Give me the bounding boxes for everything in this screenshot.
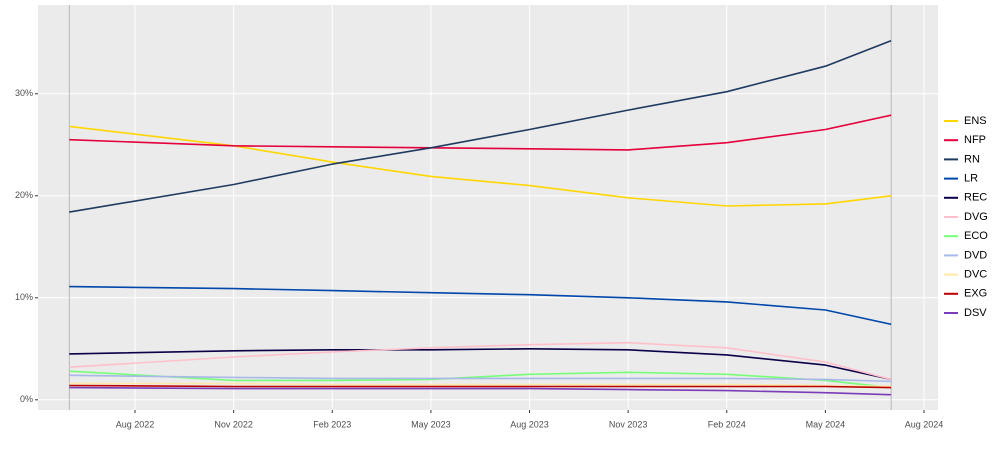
x-tick-label: May 2023 — [411, 419, 451, 429]
y-tick-label: 20% — [15, 190, 33, 200]
series-line — [69, 382, 892, 388]
legend-label: ECO — [964, 230, 988, 242]
legend-label: DVD — [964, 249, 987, 261]
x-tick-label: Aug 2022 — [116, 419, 155, 429]
series-line — [69, 39, 892, 213]
x-tick-label: May 2024 — [806, 419, 846, 429]
series-line — [69, 347, 892, 381]
x-tick-label: Feb 2023 — [313, 419, 351, 429]
plot-panel — [38, 5, 939, 410]
legend-label: DSV — [964, 307, 987, 319]
y-tick-label: 10% — [15, 292, 33, 302]
series-line — [69, 125, 892, 207]
x-tick-label: Aug 2023 — [510, 419, 549, 429]
x-tick-label: Nov 2022 — [214, 419, 253, 429]
legend-label: NFP — [964, 134, 986, 146]
legend-label: ENS — [964, 115, 987, 127]
x-tick-label: Aug 2024 — [905, 419, 944, 429]
series-line — [69, 285, 892, 326]
y-tick-label: 30% — [15, 88, 33, 98]
legend-label: DVG — [964, 211, 988, 223]
legend-label: LR — [964, 173, 978, 185]
series-line — [69, 374, 892, 383]
y-tick-label: 0% — [20, 394, 33, 404]
legend-label: DVC — [964, 269, 987, 281]
series-line — [69, 386, 892, 396]
legend-label: REC — [964, 192, 987, 204]
legend-label: RN — [964, 153, 980, 165]
x-tick-label: Feb 2024 — [708, 419, 746, 429]
series-line — [69, 341, 892, 381]
legend-label: EXG — [964, 288, 987, 300]
x-tick-label: Nov 2023 — [609, 419, 648, 429]
series-line — [69, 384, 892, 389]
series-line — [69, 114, 892, 151]
